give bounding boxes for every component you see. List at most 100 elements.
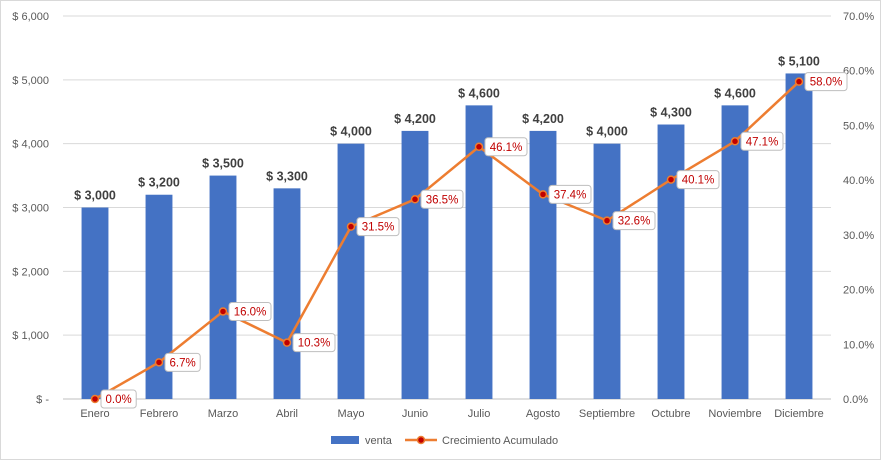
line-value-text: 47.1% [746, 136, 779, 148]
label-box [420, 189, 464, 209]
bar-value-label: $ 4,300 [650, 106, 692, 120]
category-label: Agosto [526, 408, 560, 420]
line-value-label: 46.1% [484, 137, 528, 157]
legend-bar-swatch [331, 436, 359, 444]
right-axis-tick-label: 40.0% [843, 175, 874, 187]
line-value-label: 47.1% [740, 131, 784, 151]
bar [657, 124, 685, 400]
bar-value-label: $ 4,200 [394, 112, 436, 126]
line-value-label: 0.0% [100, 389, 137, 409]
line-value-label: 16.0% [228, 301, 272, 321]
left-axis-tick-label: $ - [36, 394, 49, 406]
line-point [730, 137, 740, 146]
category-labels: Enero Febrero Marzo Abril Mayo Junio Julio Agos… [80, 408, 823, 420]
category-label: Abril [276, 408, 298, 420]
left-axis-tick-label: $ 6,000 [12, 11, 49, 23]
line-point [602, 216, 612, 225]
category-label: Julio [468, 408, 491, 420]
line-value-text: 58.0% [810, 77, 843, 89]
line-value-label: 32.6% [612, 211, 656, 231]
line-value-text: 36.5% [426, 194, 459, 206]
bar-value-label: $ 4,200 [522, 112, 564, 126]
left-axis-tick-label: $ 2,000 [12, 266, 49, 278]
legend-label-crecimiento: Crecimiento Acumulado [442, 435, 558, 447]
left-axis-tick-label: $ 1,000 [12, 330, 49, 342]
line-point [282, 338, 292, 347]
line-point [538, 190, 548, 199]
category-label: Mayo [338, 408, 365, 420]
category-label: Diciembre [774, 408, 824, 420]
right-axis-ticks: 0.0% 10.0% 20.0% 30.0% 40.0% 50.0% 60.0% 70.0% [843, 11, 874, 406]
bar [273, 188, 301, 399]
line-value-text: 0.0% [105, 394, 131, 406]
legend-label-venta: venta [365, 435, 393, 447]
category-label: Noviembre [708, 408, 761, 420]
bar [401, 130, 429, 399]
bar [209, 175, 237, 399]
right-axis-tick-label: 20.0% [843, 285, 874, 297]
bar-series [81, 73, 813, 400]
bar-value-label: $ 4,600 [714, 86, 756, 100]
category-label: Marzo [208, 408, 239, 420]
bar-value-label: $ 4,000 [330, 125, 372, 139]
right-axis-tick-label: 60.0% [843, 66, 874, 78]
category-label: Octubre [651, 408, 690, 420]
right-axis-tick-label: 50.0% [843, 120, 874, 132]
line-value-text: 46.1% [490, 142, 523, 154]
line-value-label: 36.5% [420, 189, 464, 209]
line-value-text: 32.6% [618, 216, 651, 228]
line-value-label: 37.4% [548, 184, 592, 204]
legend: venta Crecimiento Acumulado [331, 435, 558, 447]
bar-value-label: $ 3,300 [266, 169, 308, 183]
bar-value-label: $ 3,200 [138, 176, 180, 190]
bar [721, 105, 749, 399]
line-point [474, 142, 484, 152]
left-axis-tick-label: $ 4,000 [12, 139, 49, 151]
right-axis-tick-label: 30.0% [843, 230, 874, 242]
bar [81, 207, 109, 399]
label-box [548, 184, 592, 204]
line-value-text: 31.5% [362, 222, 395, 234]
right-axis-tick-label: 10.0% [843, 339, 874, 351]
bar-value-label: $ 3,000 [74, 189, 116, 203]
line-value-text: 10.3% [298, 338, 331, 350]
label-box [292, 333, 336, 353]
left-axis-tick-label: $ 5,000 [12, 75, 49, 87]
label-box [100, 389, 137, 409]
line-value-text: 40.1% [682, 175, 715, 187]
line-value-label: 31.5% [356, 217, 400, 237]
label-box [484, 137, 528, 157]
label-box [612, 211, 656, 231]
label-box [804, 72, 848, 92]
bar-value-label: $ 4,000 [586, 125, 628, 139]
bar [785, 73, 813, 399]
bar-value-label: $ 4,600 [458, 86, 500, 100]
right-axis-tick-label: 70.0% [843, 11, 874, 23]
legend-marker [416, 435, 426, 445]
line-value-label: 58.0% [804, 72, 848, 92]
label-box [164, 352, 201, 372]
label-box [676, 170, 720, 190]
line-point [90, 394, 100, 404]
bar [593, 143, 621, 399]
label-box [228, 301, 272, 321]
line-point [154, 358, 164, 367]
gridlines [63, 15, 831, 400]
line-point [346, 222, 356, 231]
right-axis-tick-label: 0.0% [843, 394, 868, 406]
category-label: Enero [80, 408, 109, 420]
line-value-text: 37.4% [554, 189, 587, 201]
category-label: Febrero [140, 408, 179, 420]
bar [337, 143, 365, 399]
bar-value-label: $ 5,100 [778, 54, 820, 68]
line-point [794, 77, 804, 86]
category-label: Septiembre [579, 408, 635, 420]
line-value-text: 6.7% [169, 357, 195, 369]
label-box [356, 217, 400, 237]
line-point [666, 175, 676, 184]
line-value-label: 40.1% [676, 170, 720, 190]
bar-value-labels: $ 3,000 $ 3,200 $ 3,500 $ 3,300 $ 4,000 $ 4,2… [74, 54, 820, 202]
left-axis-ticks: $ - $ 1,000 $ 2,000 $ 3,000 $ 4,000 $ 5,000 $ … [12, 11, 49, 406]
